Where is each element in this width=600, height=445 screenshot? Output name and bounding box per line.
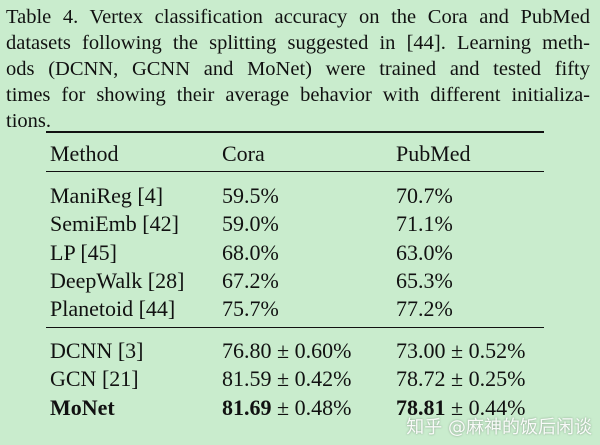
row-pubmed: 77.2% bbox=[396, 296, 453, 321]
row-method: ManiReg [4] bbox=[50, 183, 164, 208]
cora-mean: 76.80 bbox=[222, 338, 272, 363]
row-cora: 59.5% bbox=[222, 183, 279, 208]
table-caption: Table 4. Vertex classification accuracy … bbox=[6, 4, 590, 134]
cora-std: ± 0.48% bbox=[277, 395, 352, 420]
cora-std: ± 0.42% bbox=[277, 366, 352, 391]
header-method: Method bbox=[50, 141, 119, 166]
pubmed-std: ± 0.44% bbox=[451, 395, 526, 420]
pubmed-mean: 78.72 bbox=[396, 366, 446, 391]
pubmed-mean: 73.00 bbox=[396, 338, 446, 363]
cora-mean: 81.59 bbox=[222, 366, 272, 391]
table-top-rule bbox=[46, 131, 544, 133]
row-pubmed: 70.7% bbox=[396, 183, 453, 208]
row-cora: 81.69 ± 0.48% bbox=[222, 395, 351, 421]
caption-line: ods (DCNN, GCNN and MoNet) were trained … bbox=[6, 58, 590, 80]
pubmed-std: ± 0.25% bbox=[451, 366, 526, 391]
row-method: LP [45] bbox=[50, 240, 118, 265]
row-cora: 68.0% bbox=[222, 240, 279, 265]
row-cora: 76.80 ± 0.60% bbox=[222, 338, 351, 364]
header-rule bbox=[46, 171, 544, 172]
row-cora: 67.2% bbox=[222, 268, 279, 293]
row-method: DeepWalk [28] bbox=[50, 268, 185, 293]
row-method: DCNN [3] bbox=[50, 338, 144, 363]
watermark: 知乎 @麻神的饭后闲谈 bbox=[406, 417, 592, 438]
row-cora: 59.0% bbox=[222, 211, 279, 236]
cora-std: ± 0.60% bbox=[277, 338, 352, 363]
pubmed-std: ± 0.52% bbox=[451, 338, 526, 363]
row-pubmed: 73.00 ± 0.52% bbox=[396, 338, 525, 364]
row-method: Planetoid [44] bbox=[50, 296, 176, 321]
caption-line: Table 4. Vertex classification accuracy … bbox=[6, 6, 590, 28]
row-cora: 81.59 ± 0.42% bbox=[222, 366, 351, 392]
cora-mean: 81.69 bbox=[222, 395, 272, 420]
header-cora: Cora bbox=[222, 141, 265, 166]
row-method: MoNet bbox=[50, 395, 115, 420]
row-method: GCN [21] bbox=[50, 366, 139, 391]
caption-line: tions. bbox=[6, 110, 51, 132]
row-pubmed: 65.3% bbox=[396, 268, 453, 293]
row-cora: 75.7% bbox=[222, 296, 279, 321]
pubmed-mean: 78.81 bbox=[396, 395, 446, 420]
caption-line: datasets following the splitting suggest… bbox=[6, 32, 590, 54]
row-pubmed: 71.1% bbox=[396, 211, 453, 236]
group-rule bbox=[46, 327, 544, 328]
caption-line: times for showing their average behavior… bbox=[6, 84, 590, 106]
row-pubmed: 78.72 ± 0.25% bbox=[396, 366, 525, 392]
row-pubmed: 63.0% bbox=[396, 240, 453, 265]
row-pubmed: 78.81 ± 0.44% bbox=[396, 395, 525, 421]
row-method: SemiEmb [42] bbox=[50, 211, 179, 236]
header-pubmed: PubMed bbox=[396, 141, 471, 166]
